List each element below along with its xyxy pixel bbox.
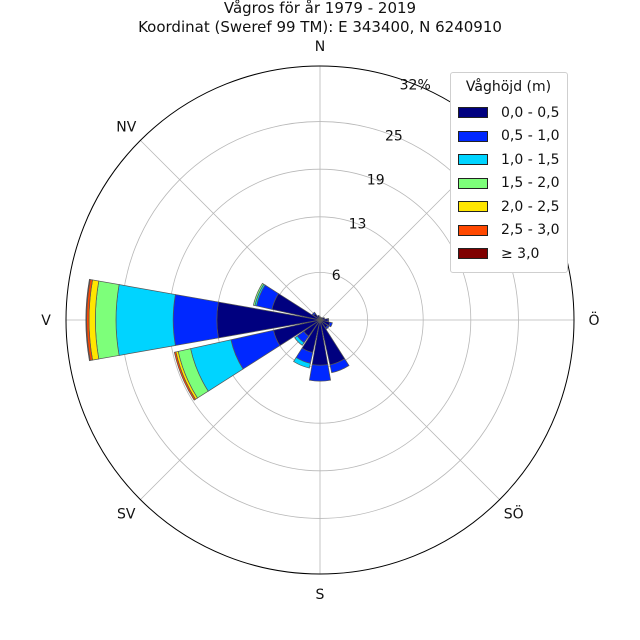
legend-label: ≥ 3,0 (501, 245, 540, 262)
legend-entry: 0,5 - 1,0 (458, 125, 559, 149)
grid-spoke (140, 319, 321, 500)
bar-segment-5-1 (328, 321, 333, 328)
direction-label: Ö (588, 311, 599, 329)
polar-grid (65, 65, 575, 575)
legend-label: 0,5 - 1,0 (501, 128, 560, 145)
radial-tick-label: 32% (400, 77, 431, 93)
bar-segment-9-2 (293, 357, 311, 369)
radial-tick-label: 6 (332, 268, 341, 284)
legend-swatch (458, 248, 488, 260)
legend-swatch (458, 154, 488, 166)
bar-segment-10-2 (294, 335, 305, 346)
bar-segment-14-1 (311, 311, 316, 316)
legend-swatch (458, 130, 488, 142)
bar-segment-15-0 (316, 314, 321, 321)
bar-segment-12-3 (95, 280, 120, 360)
legend: Våghöjd (m) 0,0 - 0,5 0,5 - 1,0 1,0 - 1,5 1… (450, 72, 568, 273)
direction-label: V (41, 313, 51, 329)
legend-swatch (458, 107, 488, 119)
radial-tick-label: 19 (367, 173, 385, 189)
direction-label: S (316, 587, 325, 603)
bar-segment-6-1 (324, 324, 330, 330)
bar-segment-12-1 (172, 294, 219, 346)
bar-segment-7-1 (329, 358, 350, 374)
outer-ring (65, 65, 575, 575)
legend-entry: 1,0 - 1,5 (458, 148, 559, 172)
direction-label: SV (117, 507, 136, 523)
legend-label: 2,5 - 3,0 (501, 222, 560, 239)
legend-entry: 1,5 - 2,0 (458, 172, 559, 196)
legend-entry: 2,0 - 2,5 (458, 195, 559, 219)
direction-label: N (315, 39, 325, 55)
legend-label: 1,0 - 1,5 (501, 151, 560, 168)
bar-segment-12-6 (85, 278, 91, 362)
bar-segment-8-1 (308, 364, 332, 382)
direction-label: SÖ (504, 505, 524, 523)
bar-segment-4-1 (327, 318, 330, 322)
legend-label: 1,5 - 2,0 (501, 175, 560, 192)
bar-segment-13-3 (252, 282, 265, 306)
legend-entry: 2,5 - 3,0 (458, 219, 559, 243)
grid-spoke (319, 319, 500, 500)
legend-entry: 0,0 - 0,5 (458, 101, 559, 125)
radial-tick-label: 25 (385, 129, 403, 145)
legend-title: Våghöjd (m) (465, 79, 552, 95)
chart-subtitle: Koordinat (Sweref 99 TM): E 343400, N 62… (138, 18, 502, 36)
bar-segment-12-2 (115, 284, 176, 356)
legend-swatch (458, 177, 488, 189)
direction-label: NV (116, 119, 136, 135)
grid-spoke (140, 140, 321, 321)
sector-bars (85, 278, 350, 401)
legend-label: 0,0 - 0,5 (501, 104, 560, 121)
legend-label: 2,0 - 2,5 (501, 198, 560, 215)
legend-swatch (458, 224, 488, 236)
radial-tick-label: 13 (349, 217, 367, 233)
legend-swatch (458, 201, 488, 213)
bar-segment-11-5 (173, 351, 196, 401)
chart-title: Vågros för år 1979 - 2019 (223, 0, 417, 17)
legend-entry: ≥ 3,0 (458, 242, 559, 266)
